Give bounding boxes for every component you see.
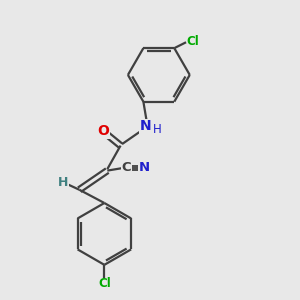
Text: O: O — [97, 124, 109, 138]
Text: C: C — [122, 161, 131, 174]
Text: Cl: Cl — [98, 278, 111, 290]
Text: N: N — [140, 119, 152, 134]
Text: N: N — [139, 161, 150, 174]
Text: H: H — [58, 176, 68, 189]
Text: Cl: Cl — [187, 35, 200, 48]
Text: H: H — [152, 124, 161, 136]
